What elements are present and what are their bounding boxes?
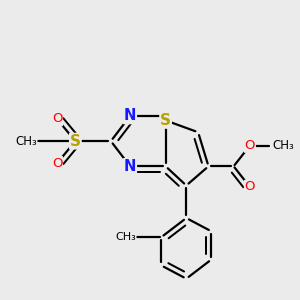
Text: N: N [124,109,136,124]
Text: S: S [160,113,171,128]
Text: CH₃: CH₃ [272,139,294,152]
Text: N: N [124,159,136,174]
Text: CH₃: CH₃ [15,135,37,148]
Text: O: O [52,112,62,125]
Text: O: O [52,157,62,170]
Text: O: O [245,139,255,152]
Text: CH₃: CH₃ [115,232,136,242]
Text: O: O [245,181,255,194]
Text: S: S [70,134,81,148]
